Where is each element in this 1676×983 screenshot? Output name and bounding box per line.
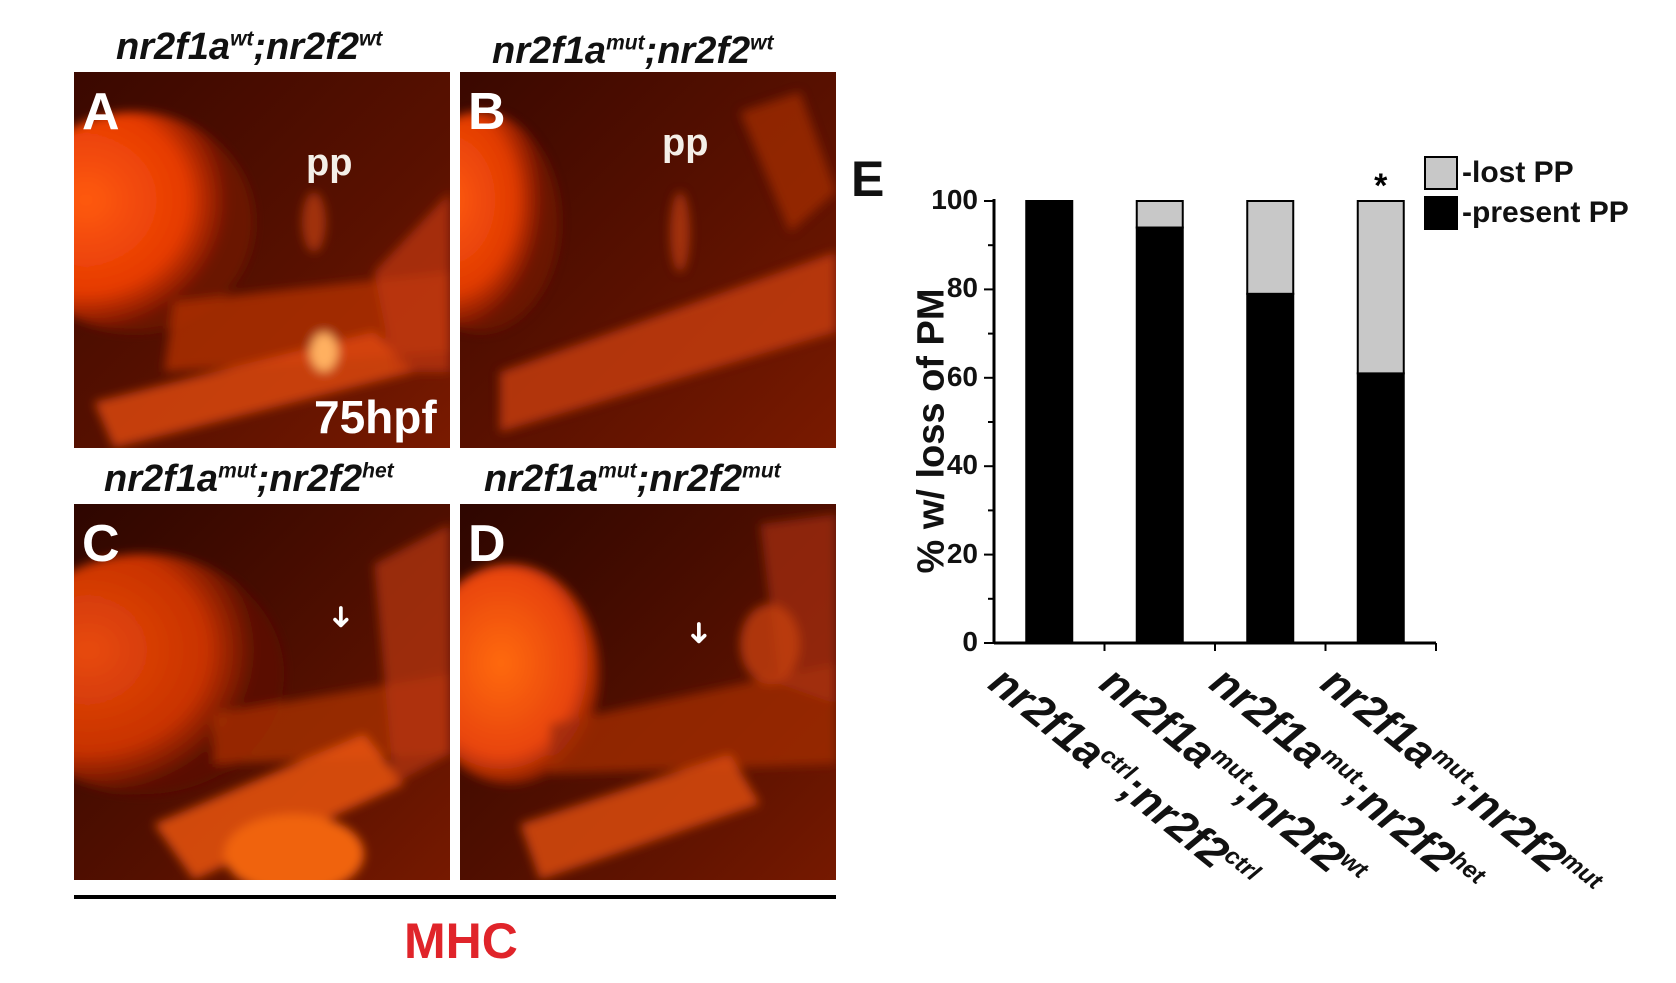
legend-swatch-lost xyxy=(1424,156,1458,190)
micrograph-image-d xyxy=(460,504,836,880)
pp-annotation-a: pp xyxy=(306,142,353,184)
legend-label-present: -present PP xyxy=(1462,196,1629,229)
panel-group-rule xyxy=(74,895,836,899)
panel-title-d: nr2f1amut;nr2f2mut xyxy=(484,458,781,500)
pp-annotation-b: pp xyxy=(662,122,709,164)
micrograph-panel-d: D ➜ xyxy=(460,504,836,880)
legend-label-lost: -lost PP xyxy=(1462,156,1574,189)
panel-label-b: B xyxy=(468,83,506,141)
micrograph-panel-c: C ➜ xyxy=(74,504,450,880)
micrograph-image-c xyxy=(74,504,450,880)
bar-lost-3 xyxy=(1246,200,1295,295)
significance-marker: * xyxy=(1374,167,1388,205)
stain-label: MHC xyxy=(404,913,518,969)
panel-title-b: nr2f1amut;nr2f2wt xyxy=(492,30,774,72)
micrograph-panel-a: A pp 75hpf xyxy=(74,72,450,448)
micrograph-panel-b: B pp xyxy=(460,72,836,448)
micrograph-image-b xyxy=(460,72,836,448)
y-tick-label: 80 xyxy=(946,272,978,304)
micrograph-image-a xyxy=(74,72,450,448)
y-tick-label: 100 xyxy=(931,184,978,215)
bar-present-4 xyxy=(1356,372,1405,644)
bar-lost-2 xyxy=(1135,200,1184,229)
panel-label-d: D xyxy=(468,515,506,573)
bar-present-3 xyxy=(1246,292,1295,644)
stage-label: 75hpf xyxy=(314,391,437,443)
y-tick-label: 20 xyxy=(946,537,978,569)
panel-label-e: E xyxy=(851,151,885,207)
bar-lost-4 xyxy=(1356,200,1405,375)
panel-label-a: A xyxy=(82,83,120,141)
y-tick-label: 0 xyxy=(962,626,978,657)
panel-title-c: nr2f1amut;nr2f2het xyxy=(104,458,394,500)
legend-swatch-present xyxy=(1424,196,1458,230)
y-tick-label: 40 xyxy=(946,449,978,481)
y-tick-label: 60 xyxy=(946,360,978,392)
bar-present-1 xyxy=(1025,200,1074,644)
bar-present-2 xyxy=(1135,226,1184,645)
panel-label-c: C xyxy=(82,515,120,573)
panel-title-a: nr2f1awt;nr2f2wt xyxy=(116,26,383,68)
